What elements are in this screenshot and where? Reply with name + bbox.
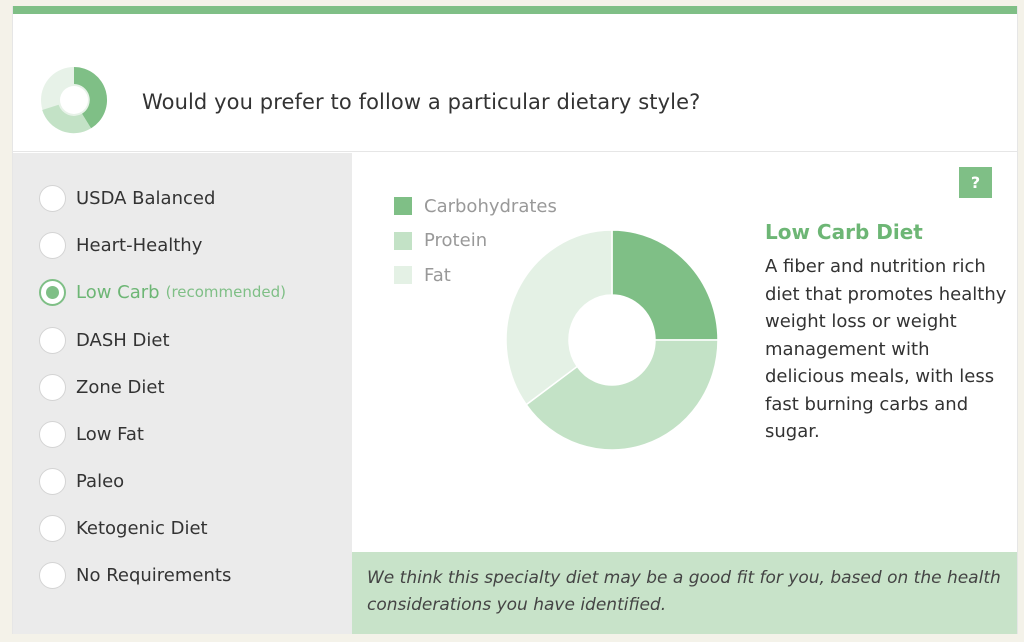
option-usda-balanced[interactable]: USDA Balanced	[39, 183, 349, 213]
radio-button[interactable]	[39, 373, 66, 401]
help-button[interactable]: ?	[959, 167, 992, 198]
top-accent-bar	[13, 6, 1017, 14]
option-low-fat[interactable]: Low Fat	[39, 419, 349, 449]
radio-button[interactable]	[39, 561, 66, 589]
diet-title: Low Carb Diet	[765, 220, 923, 244]
donut-chart-icon	[41, 66, 108, 134]
recommended-note: (recommended)	[165, 283, 287, 301]
donut-slice-fat	[505, 229, 613, 406]
donut-slice-carbohydrates	[611, 229, 719, 341]
option-label: No Requirements	[76, 564, 232, 586]
option-label: Low Fat	[76, 423, 144, 445]
radio-button[interactable]	[39, 184, 66, 212]
donut-slice-protein	[525, 339, 719, 451]
macro-donut-chart	[505, 229, 719, 451]
option-no-requirements[interactable]: No Requirements	[39, 560, 349, 590]
option-zone-diet[interactable]: Zone Diet	[39, 372, 349, 402]
legend-swatch	[394, 266, 412, 285]
question-text: Would you prefer to follow a particular …	[142, 90, 701, 114]
radio-button[interactable]	[39, 326, 66, 354]
option-label: Zone Diet	[76, 376, 165, 398]
legend-swatch	[394, 231, 412, 250]
diet-options-list: USDA Balanced Heart-Healthy Low Carb (re…	[13, 153, 352, 634]
recommendation-note: We think this specialty diet may be a go…	[352, 552, 1017, 634]
option-low-carb[interactable]: Low Carb (recommended)	[39, 277, 349, 307]
diet-description: A fiber and nutrition rich diet that pro…	[765, 256, 1007, 442]
diet-card: Would you prefer to follow a particular …	[12, 6, 1018, 634]
legend-item-carbohydrates: Carbohydrates	[394, 189, 557, 224]
question-header: Would you prefer to follow a particular …	[13, 14, 1017, 152]
option-label: DASH Diet	[76, 329, 170, 351]
radio-button[interactable]	[39, 420, 66, 448]
legend-swatch	[394, 197, 412, 216]
legend-item-fat: Fat	[394, 258, 557, 293]
radio-button[interactable]	[39, 467, 66, 495]
radio-button-checked[interactable]	[39, 278, 66, 306]
option-ketogenic-diet[interactable]: Ketogenic Diet	[39, 513, 349, 543]
option-dash-diet[interactable]: DASH Diet	[39, 325, 349, 355]
option-label: Low Carb	[76, 281, 160, 303]
option-paleo[interactable]: Paleo	[39, 466, 349, 496]
diet-detail-panel: ? Carbohydrates Protein Fat Low Carb Die…	[352, 153, 1017, 634]
option-heart-healthy[interactable]: Heart-Healthy	[39, 230, 349, 260]
option-label: Ketogenic Diet	[76, 517, 208, 539]
option-label: USDA Balanced	[76, 187, 216, 209]
chart-legend: Carbohydrates Protein Fat	[394, 189, 557, 293]
option-label: Heart-Healthy	[76, 234, 203, 256]
legend-label: Protein	[424, 230, 488, 252]
legend-label: Fat	[424, 264, 451, 286]
option-label: Paleo	[76, 470, 125, 492]
legend-item-protein: Protein	[394, 224, 557, 259]
radio-button[interactable]	[39, 231, 66, 259]
legend-label: Carbohydrates	[424, 195, 557, 217]
radio-button[interactable]	[39, 514, 66, 542]
